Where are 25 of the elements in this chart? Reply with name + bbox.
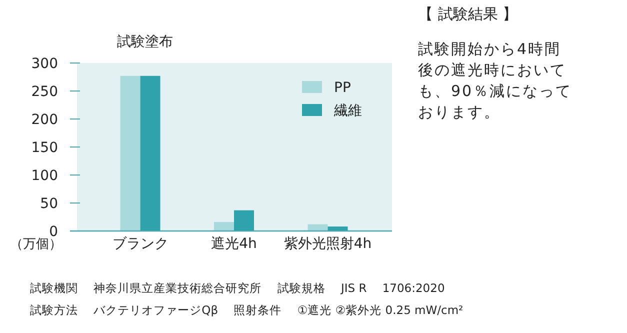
y-tick-label: 0	[49, 224, 58, 240]
text: 試験機関 神奈川県立産業技術総合研究所 試験規格 JIS R 1706:2020	[30, 281, 445, 295]
x-tick-label: 遮光4h	[211, 236, 257, 252]
legend-label: 繊維	[333, 102, 362, 119]
text: 試験開始から4時間	[418, 40, 562, 58]
bar	[120, 76, 140, 231]
y-tick-label: 250	[31, 84, 58, 100]
text: も、90％減になって	[418, 82, 572, 100]
text: 試験方法 バクテリオファージQβ 照射条件 ①遮光 ②紫外光 0.25 mW/cm²	[30, 303, 464, 317]
chart-title: 試験塗布	[117, 34, 173, 50]
y-axis-title: （万個）	[10, 237, 62, 252]
y-tick-label: 200	[31, 112, 58, 128]
x-tick-label: 紫外光照射4h	[284, 236, 372, 252]
text: 後の遮光時において	[418, 61, 566, 79]
x-tick-label: ブランク	[112, 236, 168, 252]
legend-label: PP	[334, 80, 351, 96]
y-tick-label: 100	[31, 168, 58, 184]
text: おります。	[418, 103, 500, 121]
y-tick-label: 50	[40, 196, 58, 212]
bar	[234, 210, 254, 231]
y-tick-label: 150	[31, 140, 58, 156]
bar	[140, 76, 160, 231]
y-tick-label: 300	[31, 56, 58, 72]
text: 【 試験結果 】	[418, 5, 518, 23]
bar	[214, 222, 234, 231]
